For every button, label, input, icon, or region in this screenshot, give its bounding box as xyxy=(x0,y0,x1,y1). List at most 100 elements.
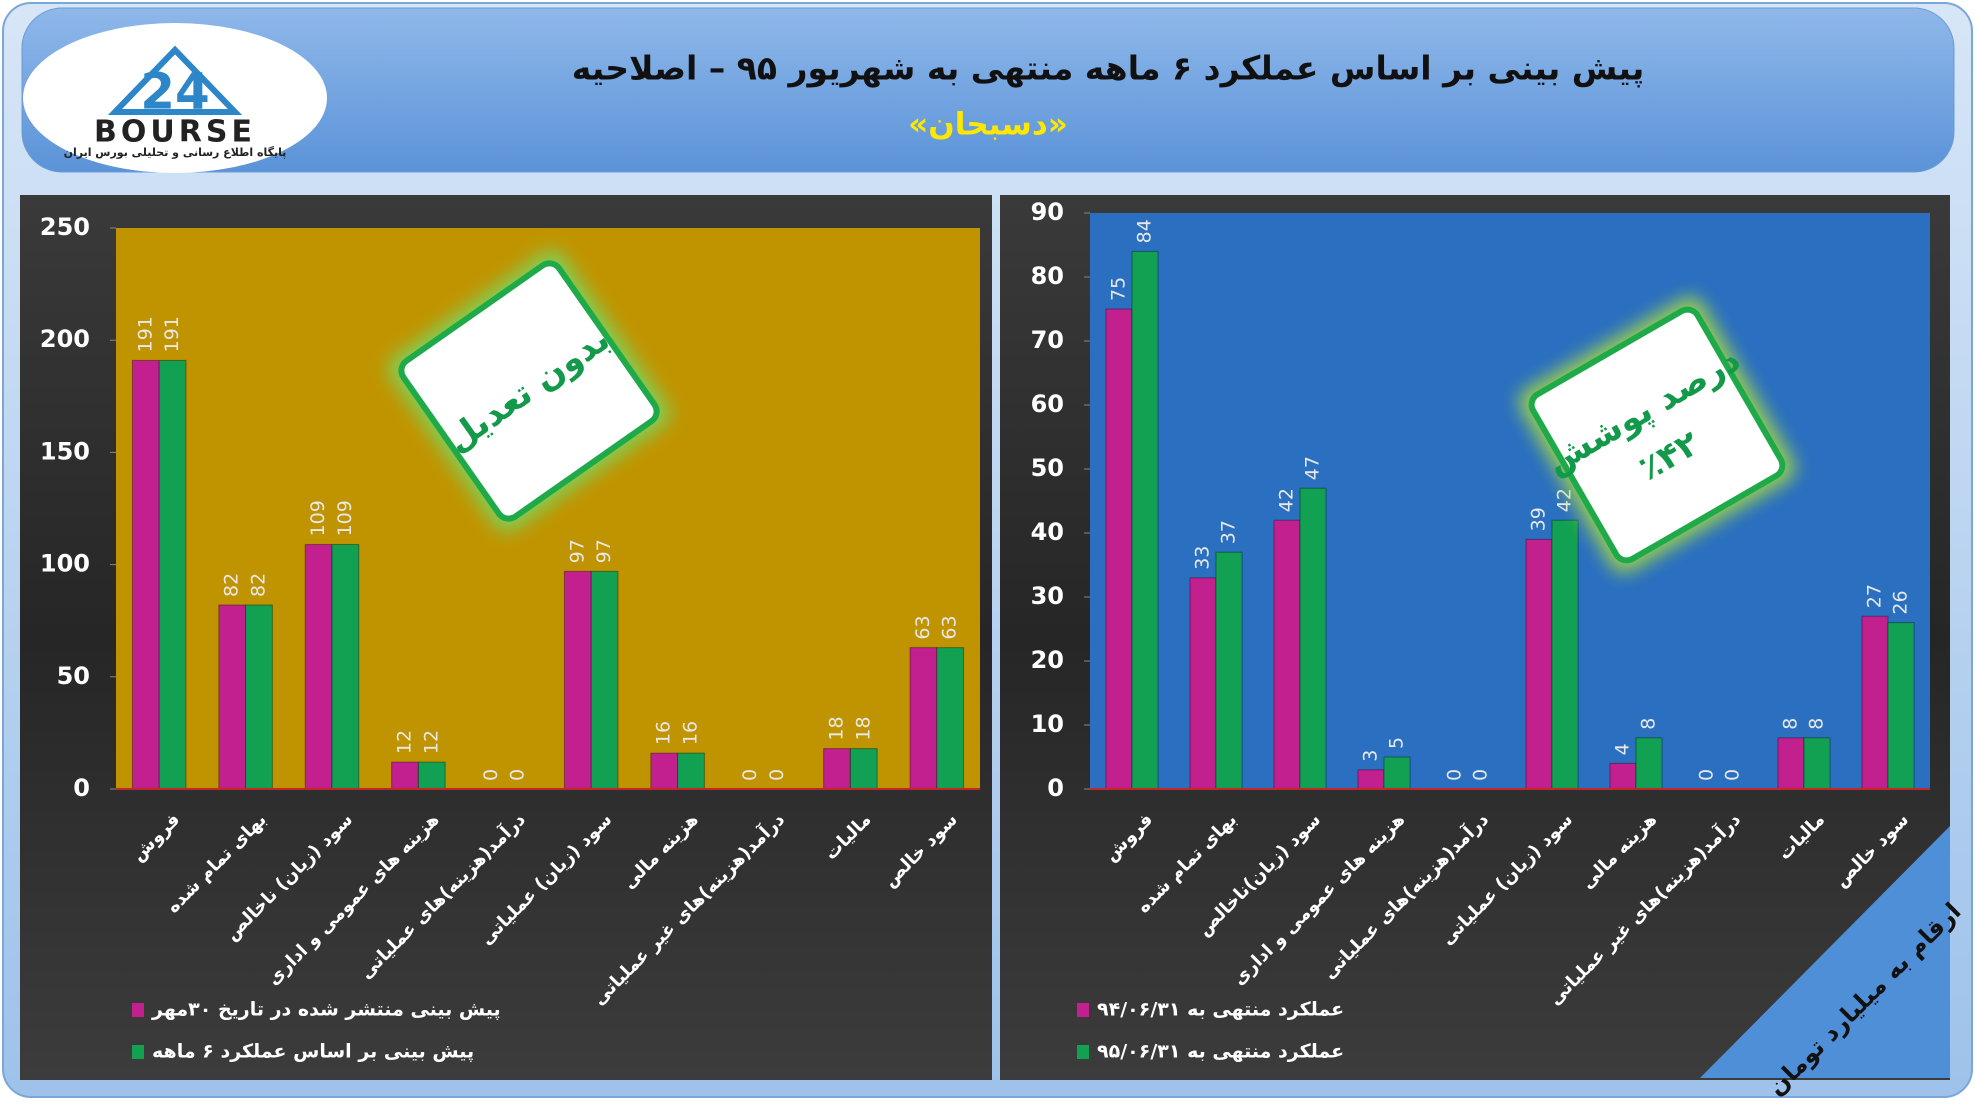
bar xyxy=(331,543,360,790)
bar xyxy=(158,359,187,790)
y-tick-label: 50 xyxy=(57,662,90,690)
logo-tagline: پایگاه اطلاع رسانی و تحلیلی بورس ایران xyxy=(64,146,287,159)
badge xyxy=(398,260,660,522)
data-label: 82 xyxy=(221,573,243,597)
y-tick-label: 200 xyxy=(40,325,90,353)
data-label: 16 xyxy=(653,721,675,745)
bar xyxy=(1609,762,1637,790)
y-tick-label: 10 xyxy=(1031,710,1064,738)
bar xyxy=(677,752,705,790)
data-label: 109 xyxy=(334,500,356,536)
data-label: 191 xyxy=(161,316,183,352)
data-label: 16 xyxy=(679,721,701,745)
data-label: 27 xyxy=(1863,584,1885,608)
data-label: 109 xyxy=(307,500,329,536)
y-tick-label: 30 xyxy=(1031,582,1064,610)
bar xyxy=(1777,737,1805,790)
data-label: 3 xyxy=(1359,750,1381,762)
y-tick-label: 90 xyxy=(1031,198,1064,226)
data-label: 42 xyxy=(1275,488,1297,512)
bar xyxy=(417,761,446,790)
subtitle: «دسبحان» xyxy=(908,107,1068,143)
data-label: 12 xyxy=(420,730,442,754)
bar xyxy=(823,748,851,790)
bar xyxy=(1635,737,1663,790)
bar xyxy=(131,359,160,790)
logo-bg xyxy=(23,23,327,173)
legend-label: عملکرد منتهی به ۹۴/۰۶/۳۱ xyxy=(1097,999,1344,1021)
data-label: 0 xyxy=(1470,769,1492,781)
data-label: 5 xyxy=(1386,737,1408,749)
bar xyxy=(218,604,247,790)
y-tick-label: 40 xyxy=(1031,518,1064,546)
data-label: 8 xyxy=(1806,718,1828,730)
bar xyxy=(1803,737,1831,790)
y-tick-label: 250 xyxy=(40,213,90,241)
data-label: 8 xyxy=(1779,718,1801,730)
y-tick-label: 60 xyxy=(1031,390,1064,418)
bar xyxy=(590,570,619,790)
bar xyxy=(1215,551,1243,790)
data-label: 82 xyxy=(247,573,269,597)
data-label: 0 xyxy=(766,769,788,781)
bar xyxy=(1383,756,1411,790)
title: پیش بینی بر اساس عملکرد ۶ ماهه منتهی به … xyxy=(572,49,1644,89)
data-label: 0 xyxy=(1722,769,1744,781)
data-label: 37 xyxy=(1218,520,1240,544)
bar xyxy=(1525,538,1553,790)
data-label: 39 xyxy=(1527,507,1549,531)
data-label: 97 xyxy=(593,539,615,563)
y-tick-label: 0 xyxy=(73,774,90,802)
data-label: 63 xyxy=(939,615,961,639)
y-tick-label: 50 xyxy=(1031,454,1064,482)
data-label: 26 xyxy=(1890,590,1912,614)
legend-label: عملکرد منتهی به ۹۵/۰۶/۳۱ xyxy=(1097,1041,1344,1063)
bar xyxy=(936,647,965,790)
bar xyxy=(1273,519,1301,790)
bar xyxy=(849,748,878,790)
data-label: 8 xyxy=(1638,718,1660,730)
data-label: 191 xyxy=(134,316,156,352)
legend-label: پیش بینی منتشر شده در تاریخ ۳۰مهر xyxy=(151,999,501,1021)
bar xyxy=(563,570,592,790)
data-label: 97 xyxy=(566,539,588,563)
note-corner xyxy=(1700,826,1950,1078)
bar xyxy=(1887,622,1915,790)
y-tick-label: 150 xyxy=(40,437,90,465)
bar xyxy=(1131,250,1159,790)
bar xyxy=(909,647,938,790)
data-label: 0 xyxy=(480,769,502,781)
legend-swatch xyxy=(1077,1045,1089,1059)
bar xyxy=(1861,615,1889,790)
legend-swatch xyxy=(1077,1003,1089,1017)
data-label: 0 xyxy=(1695,769,1717,781)
data-label: 47 xyxy=(1302,456,1324,480)
bar xyxy=(1551,519,1579,790)
y-tick-label: 0 xyxy=(1047,774,1064,802)
y-tick-label: 100 xyxy=(40,550,90,578)
y-tick-label: 70 xyxy=(1031,326,1064,354)
bar xyxy=(1357,769,1385,790)
data-label: 63 xyxy=(912,615,934,639)
data-label: 4 xyxy=(1611,743,1633,755)
data-label: 33 xyxy=(1191,546,1213,570)
data-label: 0 xyxy=(739,769,761,781)
legend-swatch xyxy=(132,1045,144,1059)
bar xyxy=(1189,577,1217,790)
bar xyxy=(1105,308,1133,790)
bar xyxy=(304,543,333,790)
data-label: 12 xyxy=(394,730,416,754)
header-band xyxy=(21,7,1955,173)
data-label: 18 xyxy=(852,716,874,740)
y-tick-label: 80 xyxy=(1031,262,1064,290)
data-label: 75 xyxy=(1107,277,1129,301)
bar xyxy=(245,604,273,790)
bar xyxy=(1299,487,1327,790)
logo-mark xyxy=(107,45,243,115)
data-label: 0 xyxy=(507,769,529,781)
legend-swatch xyxy=(132,1003,144,1017)
data-label: 0 xyxy=(1443,769,1465,781)
logo-number: 24 xyxy=(140,63,210,121)
badge xyxy=(1528,306,1786,564)
